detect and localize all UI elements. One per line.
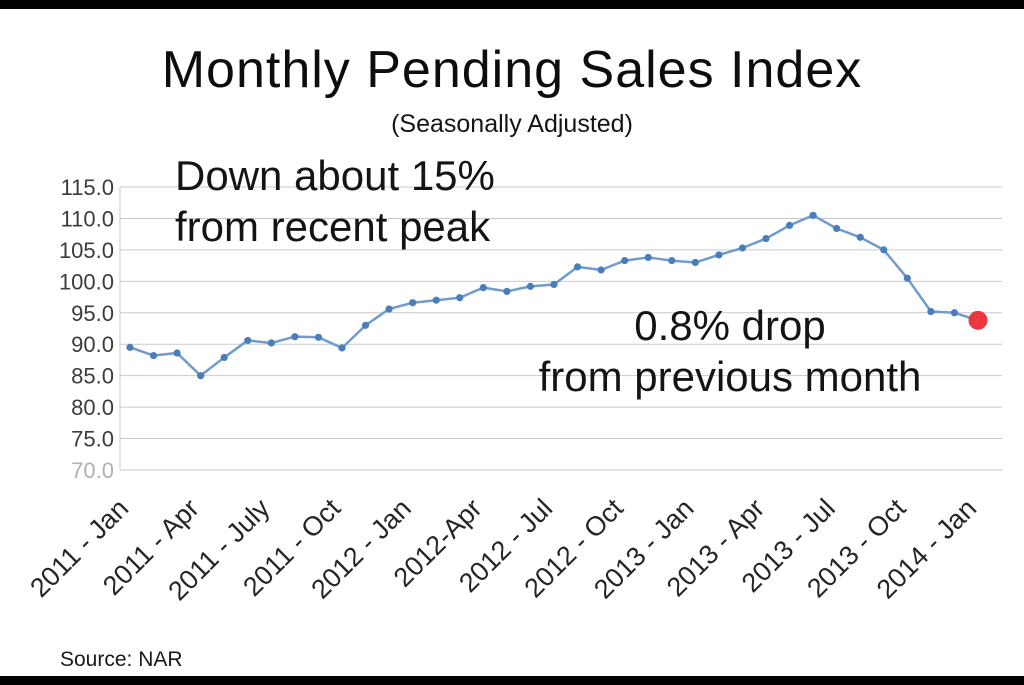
data-point <box>668 256 676 265</box>
last-data-point <box>968 310 988 330</box>
y-tick-label: 100.0 <box>59 269 114 294</box>
data-point <box>856 233 864 241</box>
data-point <box>950 309 959 317</box>
y-tick-label: 95.0 <box>71 301 114 326</box>
data-point <box>456 294 464 302</box>
y-tick-label: 70.0 <box>71 458 114 483</box>
data-point <box>785 221 794 229</box>
data-point <box>479 284 487 292</box>
data-point <box>432 296 440 304</box>
bottom-border <box>0 676 1024 685</box>
data-point <box>244 336 252 345</box>
top-border <box>0 0 1024 9</box>
y-tick-label: 80.0 <box>71 395 114 420</box>
data-point <box>314 333 323 341</box>
source-note: Source: NAR <box>60 648 183 671</box>
data-point <box>644 253 652 262</box>
data-point <box>573 263 582 271</box>
data-point <box>550 280 558 289</box>
data-point <box>809 211 817 219</box>
annotation-peak-line1: Down about 15% <box>175 152 495 199</box>
annotation-peak-line2: from recent peak <box>175 203 491 251</box>
data-point <box>126 343 134 351</box>
data-point <box>173 349 181 357</box>
data-point <box>738 244 747 252</box>
data-point <box>880 246 888 254</box>
data-point <box>762 234 770 243</box>
chart-subtitle: (Seasonally Adjusted) <box>391 110 633 138</box>
annotation-drop-line1: 0.8% drop <box>634 302 826 349</box>
annotation-drop: 0.8% drop from previous month <box>480 300 980 402</box>
y-tick-label: 105.0 <box>59 238 114 263</box>
data-point <box>149 351 158 360</box>
data-point <box>715 251 723 259</box>
data-point <box>361 321 370 329</box>
data-point <box>220 353 228 362</box>
data-point <box>267 339 275 347</box>
data-point <box>338 344 346 352</box>
y-tick-label: 90.0 <box>71 332 114 357</box>
data-point <box>409 299 417 307</box>
chart-title: Monthly Pending Sales Index <box>161 41 863 99</box>
data-point <box>597 266 605 274</box>
data-point <box>927 307 935 316</box>
y-tick-label: 110.0 <box>61 206 114 231</box>
data-point <box>503 287 511 295</box>
annotation-drop-line2: from previous month <box>538 353 922 401</box>
y-tick-label: 85.0 <box>71 364 114 389</box>
data-point <box>691 258 699 267</box>
y-tick-label: 115.0 <box>61 175 114 200</box>
annotation-peak: Down about 15% from recent peak <box>175 150 495 252</box>
data-point <box>621 256 629 265</box>
data-point <box>197 372 205 380</box>
data-point <box>291 333 299 341</box>
data-point <box>833 224 841 233</box>
data-point <box>903 274 911 282</box>
data-point <box>385 305 393 313</box>
data-point <box>526 282 535 290</box>
y-tick-label: 75.0 <box>71 427 114 452</box>
